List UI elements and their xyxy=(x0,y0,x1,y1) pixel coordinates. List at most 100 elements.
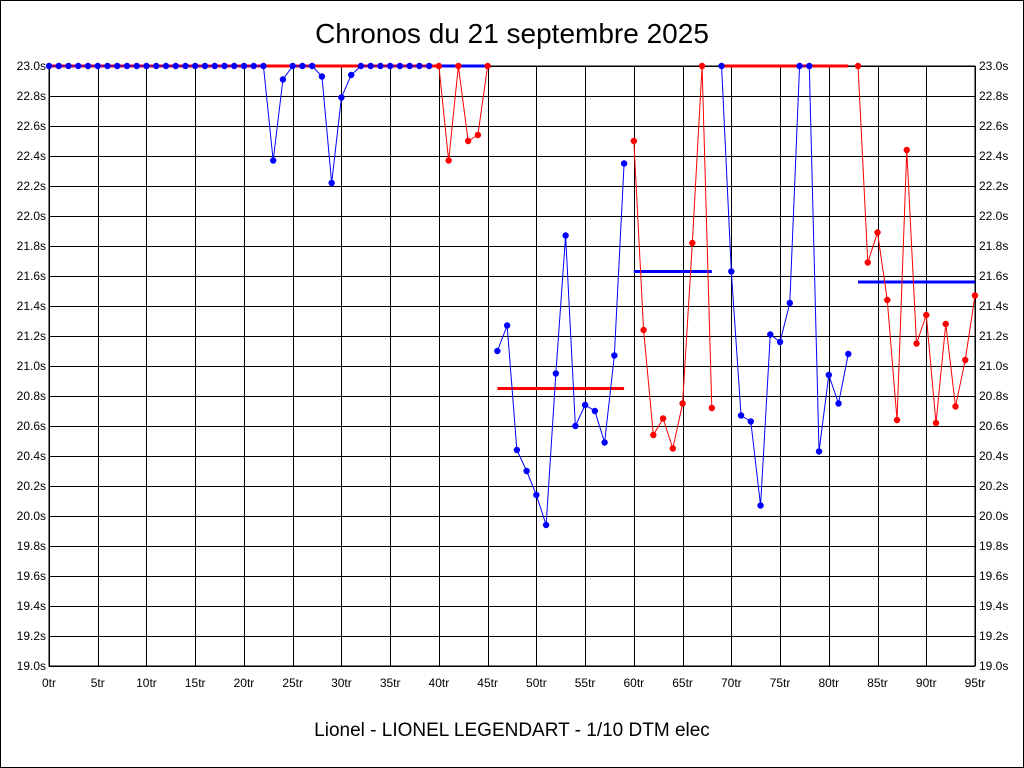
data-point xyxy=(231,62,238,70)
data-point xyxy=(903,146,910,154)
series-line xyxy=(49,65,430,184)
data-point xyxy=(455,62,462,70)
x-tick-label: 85tr xyxy=(867,676,888,690)
x-tick-label: 55tr xyxy=(575,676,596,690)
y-tick-label-right: 20.2s xyxy=(979,479,1008,493)
data-point xyxy=(523,467,530,475)
y-tick-label-left: 21.6s xyxy=(17,269,46,283)
y-tick-label-right: 19.4s xyxy=(979,599,1008,613)
data-point xyxy=(289,62,296,70)
data-point xyxy=(796,62,803,70)
data-point xyxy=(923,311,930,319)
data-point xyxy=(552,370,560,377)
y-tick-label-right: 22.8s xyxy=(979,89,1008,103)
data-point xyxy=(94,62,101,70)
data-point xyxy=(192,62,199,70)
y-tick-label-right: 21.0s xyxy=(979,359,1008,373)
y-tick-label-left: 20.0s xyxy=(17,509,46,523)
data-point xyxy=(201,62,209,70)
data-point xyxy=(416,62,423,70)
data-point xyxy=(377,62,384,70)
y-tick-label-left: 20.6s xyxy=(17,419,46,433)
series-layer xyxy=(45,62,979,529)
series-line xyxy=(438,65,489,161)
data-point xyxy=(484,62,491,70)
data-point xyxy=(84,62,92,70)
data-point xyxy=(425,62,433,70)
data-point xyxy=(962,356,969,364)
y-tick-label-left: 20.2s xyxy=(17,479,46,493)
data-point xyxy=(747,418,755,425)
data-point xyxy=(728,268,735,275)
data-point xyxy=(114,62,121,70)
x-tick-label: 45tr xyxy=(477,676,498,690)
y-tick-label-right: 20.6s xyxy=(979,419,1008,433)
data-point xyxy=(689,239,696,247)
data-point xyxy=(913,340,920,347)
y-tick-label-left: 22.0s xyxy=(17,209,46,223)
data-point xyxy=(221,62,228,70)
data-point xyxy=(308,62,316,70)
x-tick-label: 70tr xyxy=(721,676,742,690)
x-tick-label: 50tr xyxy=(526,676,547,690)
y-tick-label-left: 22.6s xyxy=(17,119,46,133)
data-point xyxy=(601,439,608,446)
y-tick-label-left: 23.0s xyxy=(17,59,46,73)
data-point xyxy=(864,259,871,266)
data-point xyxy=(611,352,618,359)
data-point xyxy=(386,62,394,70)
data-point xyxy=(932,419,940,427)
data-point xyxy=(650,431,657,439)
data-point xyxy=(825,371,832,379)
y-tick-label-left: 22.2s xyxy=(17,179,46,193)
data-point xyxy=(240,62,248,70)
data-point xyxy=(640,326,647,334)
reference-lines xyxy=(49,64,975,390)
y-tick-label-right: 22.2s xyxy=(979,179,1008,193)
y-tick-label-right: 19.8s xyxy=(979,539,1008,553)
data-point xyxy=(143,62,150,70)
y-tick-label-right: 21.2s xyxy=(979,329,1008,343)
data-point xyxy=(737,412,745,419)
y-tick-label-left: 19.6s xyxy=(17,569,46,583)
x-tick-label: 5tr xyxy=(91,676,105,690)
x-tick-label: 15tr xyxy=(185,676,206,690)
data-point xyxy=(533,491,540,499)
chart-title: Chronos du 21 septembre 2025 xyxy=(315,18,709,49)
data-point xyxy=(845,350,852,358)
data-point xyxy=(328,179,335,187)
x-tick-label: 80tr xyxy=(818,676,839,690)
data-point xyxy=(269,157,277,164)
data-point xyxy=(474,131,482,139)
y-tick-label-right: 20.4s xyxy=(979,449,1008,463)
y-tick-label-left: 19.4s xyxy=(17,599,46,613)
data-point xyxy=(45,62,53,70)
y-tick-label-right: 21.4s xyxy=(979,299,1008,313)
x-tick-label: 30tr xyxy=(331,676,352,690)
y-tick-label-left: 21.0s xyxy=(17,359,46,373)
data-point xyxy=(669,445,677,452)
data-point xyxy=(786,299,793,307)
y-tick-label-left: 22.8s xyxy=(17,89,46,103)
data-point xyxy=(542,521,550,529)
y-tick-label-left: 21.8s xyxy=(17,239,46,253)
data-point xyxy=(182,62,189,70)
data-point xyxy=(347,71,355,79)
y-tick-label-left: 19.8s xyxy=(17,539,46,553)
data-point xyxy=(591,407,599,415)
data-point xyxy=(494,347,501,355)
x-tick-label: 90tr xyxy=(916,676,937,690)
x-tick-label: 75tr xyxy=(770,676,791,690)
data-point xyxy=(874,229,881,236)
data-point xyxy=(581,401,589,409)
data-point xyxy=(250,62,257,70)
data-point xyxy=(318,73,326,80)
series-line xyxy=(857,65,976,424)
data-point xyxy=(718,62,725,70)
data-point xyxy=(503,322,511,329)
data-point xyxy=(767,331,774,338)
y-tick-label-right: 22.4s xyxy=(979,149,1008,163)
data-point xyxy=(464,137,472,145)
data-point xyxy=(338,94,345,101)
data-point xyxy=(153,62,160,70)
